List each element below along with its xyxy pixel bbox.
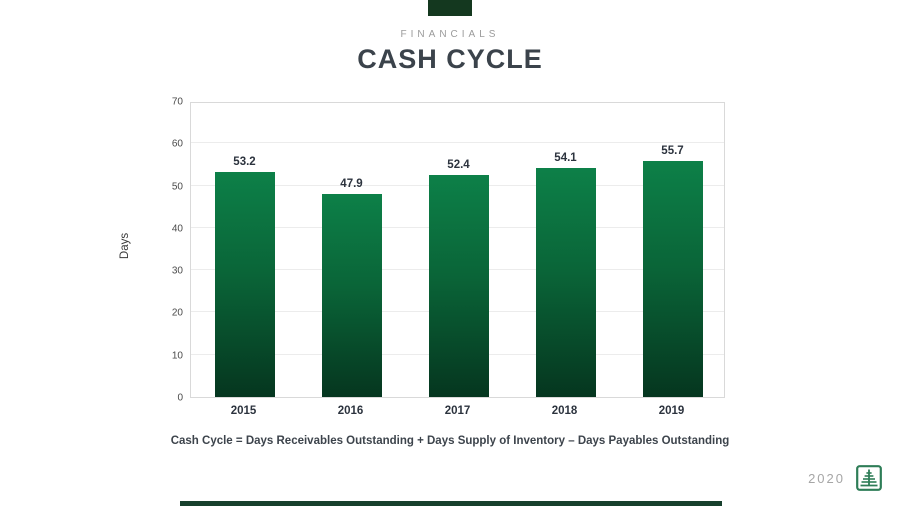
y-tick-label: 70 <box>171 96 183 108</box>
bar-2016 <box>321 194 382 397</box>
bar-value-label: 53.2 <box>233 156 256 169</box>
y-axis-label: Days <box>119 232 132 260</box>
bar-2017 <box>428 175 489 397</box>
y-tick-label: 50 <box>171 181 183 193</box>
bar-2018 <box>535 168 596 397</box>
x-tick-label: 2019 <box>658 405 685 417</box>
bar-value-label: 47.9 <box>340 178 363 191</box>
bar-value-label: 54.1 <box>554 152 577 165</box>
page-title: CASH CYCLE <box>357 44 543 74</box>
y-tick-label: 30 <box>171 265 183 277</box>
bar-value-label: 52.4 <box>447 159 470 172</box>
x-tick-label: 2015 <box>230 405 257 417</box>
section-eyebrow: FINANCIALS <box>400 29 500 40</box>
bar-chart-plot-area: 53.2 47.9 52.4 54.1 55.7 <box>190 102 725 398</box>
top-accent-bar <box>428 0 472 16</box>
x-tick-label: 2016 <box>337 405 364 417</box>
footer-year: 2020 <box>808 471 845 486</box>
chart-footnote: Cash Cycle = Days Receivables Outstandin… <box>170 435 730 447</box>
tree-logo-icon <box>856 465 882 491</box>
y-tick-label: 10 <box>171 350 183 362</box>
bar-2015 <box>214 172 275 397</box>
bar-value-label: 55.7 <box>661 145 684 158</box>
x-tick-label: 2017 <box>444 405 471 417</box>
y-tick-label: 40 <box>171 223 183 235</box>
bottom-accent-bar <box>180 501 722 506</box>
bar-2019 <box>642 161 703 397</box>
y-tick-label: 60 <box>171 138 183 150</box>
y-tick-label: 20 <box>171 307 183 319</box>
y-tick-label: 0 <box>177 392 183 404</box>
gridline <box>191 142 724 144</box>
x-tick-label: 2018 <box>551 405 578 417</box>
